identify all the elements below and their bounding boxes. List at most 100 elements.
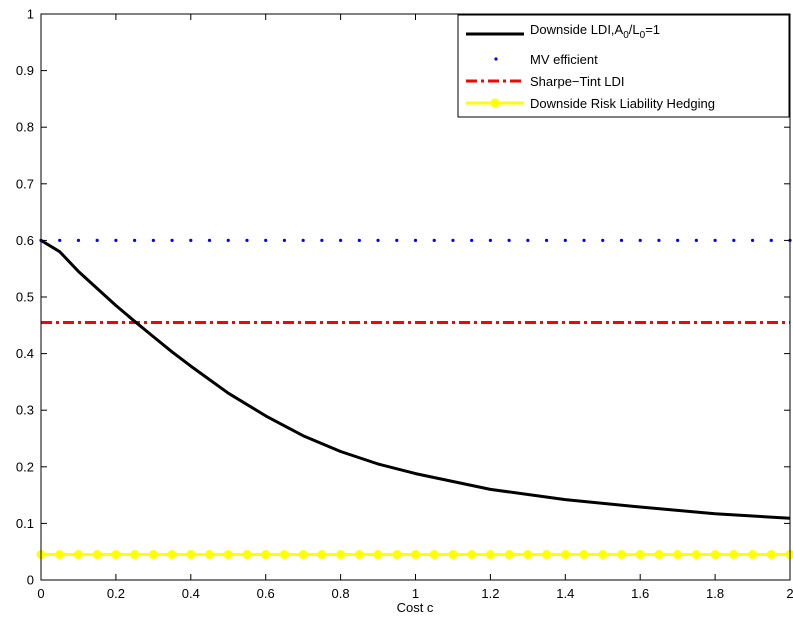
series-downside-risk-hedging-point — [73, 550, 83, 560]
series-mv-efficient-point — [582, 238, 586, 242]
series-downside-risk-hedging-point — [560, 550, 570, 560]
series-mv-efficient-point — [189, 238, 193, 242]
x-tick-label: 1.2 — [481, 586, 499, 601]
legend-label-mv-efficient: MV efficient — [530, 52, 598, 67]
series-downside-risk-hedging-point — [242, 550, 252, 560]
series-mv-efficient-point — [507, 238, 511, 242]
series-mv-efficient-point — [395, 238, 399, 242]
legend-label-downside-ldi-sub1: 0 — [623, 30, 629, 41]
series-mv-efficient-point — [694, 238, 698, 242]
series-downside-risk-hedging-point — [354, 550, 364, 560]
series-downside-risk-hedging-point — [504, 550, 514, 560]
legend-label-downside-ldi: Downside LDI,A0/L0=1 — [530, 22, 660, 41]
series-mv-efficient-point — [451, 238, 455, 242]
series-mv-efficient-point — [264, 238, 268, 242]
series-mv-efficient-point — [432, 238, 436, 242]
series-mv-efficient-point — [282, 238, 287, 242]
y-tick-label: 0.6 — [16, 233, 34, 248]
series-mv-efficient-point — [470, 238, 474, 242]
series-layer — [36, 238, 793, 560]
series-downside-risk-hedging-point — [729, 550, 739, 560]
series-downside-risk-hedging-point — [485, 550, 495, 560]
series-downside-risk-hedging-point — [261, 550, 271, 560]
legend-swatch-downside-risk-hedging-marker — [490, 98, 500, 108]
series-downside-risk-hedging-point — [279, 550, 289, 560]
x-tick-label: 0.8 — [332, 586, 350, 601]
x-tick-label: 1 — [412, 586, 419, 601]
series-mv-efficient-point — [638, 238, 642, 242]
series-downside-risk-hedging-point — [186, 550, 196, 560]
series-downside-risk-hedging-point — [710, 550, 720, 560]
series-downside-risk-hedging-point — [205, 550, 215, 560]
series-mv-efficient-point — [114, 238, 118, 242]
series-mv-efficient-point — [526, 238, 530, 242]
x-tick-label: 0 — [37, 586, 44, 601]
legend-label-downside-risk-hedging: Downside Risk Liability Hedging — [530, 96, 715, 111]
series-downside-risk-hedging-point — [579, 550, 589, 560]
series-mv-efficient-point — [413, 238, 418, 242]
series-downside-risk-hedging-point — [748, 550, 758, 560]
y-tick-label: 0.2 — [16, 459, 34, 474]
series-downside-risk-hedging-point — [92, 550, 102, 560]
series-mv-efficient-point — [488, 238, 492, 242]
x-tick-label: 2 — [786, 586, 793, 601]
series-downside-risk-hedging-point — [523, 550, 533, 560]
series-downside-risk-hedging-point — [411, 550, 420, 560]
series-mv-efficient-point — [563, 238, 567, 242]
y-tick-label: 0.4 — [16, 346, 34, 361]
series-downside-risk-hedging-point — [317, 550, 327, 560]
series-downside-risk-hedging-point — [691, 550, 701, 560]
series-mv-efficient-point — [769, 238, 773, 242]
series-downside-risk-hedging-point — [673, 550, 683, 560]
series-downside-risk-hedging-point — [148, 550, 158, 560]
series-mv-efficient-point — [376, 238, 380, 242]
series-downside-risk-hedging-point — [448, 550, 458, 560]
series-mv-efficient-point — [732, 238, 736, 242]
y-tick-label: 0.8 — [16, 120, 34, 135]
series-mv-efficient-point — [245, 238, 249, 242]
series-mv-efficient-point — [58, 238, 62, 242]
series-downside-risk-hedging-point — [167, 550, 177, 560]
series-mv-efficient-point — [95, 238, 99, 242]
series-mv-efficient-point — [544, 238, 549, 242]
series-downside-risk-hedging-point — [429, 550, 439, 560]
legend-label-downside-ldi-mid: /L — [629, 22, 640, 37]
series-downside-risk-hedging-point — [223, 550, 233, 560]
series-mv-efficient-point — [676, 238, 680, 242]
x-tick-label: 1.4 — [556, 586, 574, 601]
legend-label-downside-ldi-sub2: 0 — [640, 30, 646, 41]
legend-box — [457, 14, 790, 118]
y-tick-label: 1 — [27, 7, 34, 22]
series-downside-risk-hedging-point — [635, 550, 645, 560]
ticks-layer: 0 0.2 0.4 0.6 0.8 1 1.2 1.4 1.6 1.8 2 0 0.1 0.2 0.3 0.4… — [16, 7, 793, 602]
series-downside-risk-hedging-point — [785, 550, 793, 560]
y-tick-label: 0.7 — [16, 176, 34, 191]
series-downside-risk-hedging-point — [467, 550, 477, 560]
series-downside-risk-hedging-point — [130, 550, 140, 560]
series-mv-efficient-point — [750, 238, 755, 242]
legend-label-downside-ldi-main: Downside LDI,A — [530, 22, 624, 37]
series-downside-risk-hedging-point — [336, 550, 346, 560]
series-mv-efficient-point — [301, 238, 305, 242]
series-downside-risk-hedging-point — [598, 550, 608, 560]
y-tick-label: 0.3 — [16, 403, 34, 418]
series-downside-risk-hedging-point — [373, 550, 383, 560]
x-tick-label: 1.8 — [706, 586, 724, 601]
x-tick-label: 1.6 — [631, 586, 649, 601]
series-mv-efficient-point — [713, 238, 717, 242]
series-mv-efficient-point — [151, 238, 155, 242]
series-mv-efficient-point — [657, 238, 661, 242]
series-mv-efficient-point — [226, 238, 230, 242]
series-mv-efficient-point — [133, 238, 137, 242]
legend-label-sharpe-tint: Sharpe−Tint LDI — [530, 74, 625, 89]
legend-swatch-mv-efficient — [494, 57, 498, 61]
series-mv-efficient-point — [320, 238, 324, 242]
series-downside-risk-hedging-point — [392, 550, 402, 560]
series-downside-ldi-line — [40, 239, 791, 520]
series-downside-risk-hedging-point — [654, 550, 664, 560]
series-downside-risk-hedging-point — [542, 550, 552, 560]
y-tick-label: 0.9 — [16, 63, 34, 78]
series-mv-efficient-point — [76, 238, 81, 242]
series-downside-risk-hedging-point — [766, 550, 776, 560]
